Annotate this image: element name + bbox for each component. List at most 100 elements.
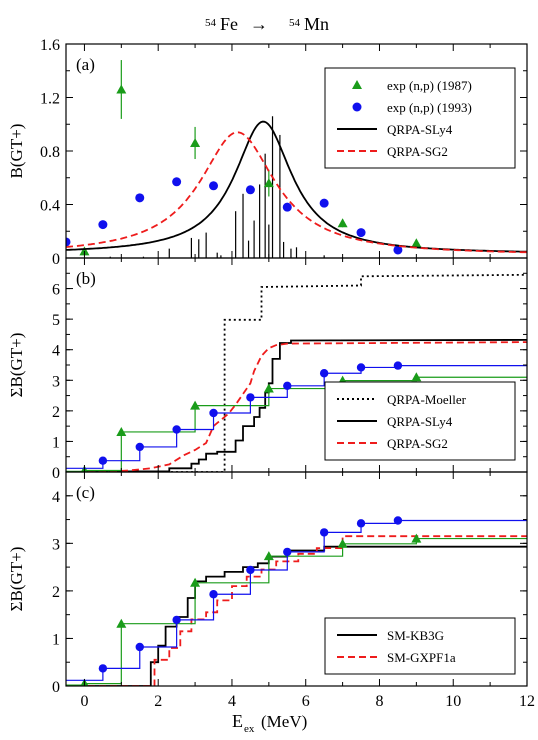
- y-tick-label: 2: [52, 584, 60, 601]
- panel-label: (b): [76, 269, 96, 288]
- data-point-1993: [66, 237, 71, 247]
- x-tick-label: 10: [445, 693, 461, 710]
- y-tick-label: 0: [52, 465, 60, 482]
- legend-label: exp (n,p) (1993): [387, 100, 472, 115]
- y-tick-label: 1: [52, 434, 60, 451]
- legend-label: QRPA-Moeller: [387, 392, 467, 407]
- title-mass-left: 54: [205, 17, 217, 29]
- exp-1993-marker: [319, 528, 329, 537]
- y-tick-label: 6: [52, 282, 60, 299]
- data-point-1993: [98, 220, 108, 230]
- data-point-1987: [79, 246, 90, 256]
- legend-marker: [352, 80, 362, 89]
- exp-1993-marker: [135, 442, 144, 452]
- x-tick-label: 6: [302, 693, 310, 710]
- exp-1993-marker: [319, 369, 329, 378]
- title-arrow: →: [250, 14, 268, 34]
- exp-1993-marker: [283, 381, 292, 390]
- plot-area: [66, 516, 527, 686]
- x-axis-label-main: E: [232, 711, 243, 731]
- exp-1993-marker: [356, 363, 366, 372]
- x-tick-label: 2: [154, 693, 162, 710]
- legend-label: SM-KB3G: [387, 628, 444, 643]
- y-axis-label: ΣB(GT+): [7, 333, 26, 398]
- exp-1993-marker: [209, 590, 218, 599]
- data-point-1993: [393, 245, 403, 255]
- exp-1993-marker: [209, 408, 218, 418]
- exp-1987-marker: [116, 618, 127, 628]
- series-line: [66, 120, 527, 253]
- data-point-1987: [263, 178, 274, 188]
- y-tick-label: 4: [52, 489, 60, 506]
- x-axis-label-sub: ex: [244, 723, 255, 735]
- exp-1993-marker: [283, 547, 292, 557]
- x-tick-label: 4: [228, 693, 236, 710]
- x-tick-label: 8: [375, 693, 383, 710]
- exp-1987-marker: [116, 426, 127, 436]
- panel-label: (c): [76, 483, 95, 502]
- exp-1993-marker: [135, 642, 144, 652]
- series-line: [66, 535, 527, 686]
- data-point-1993: [172, 177, 182, 187]
- y-tick-label: 3: [52, 373, 60, 390]
- exp-1993-marker: [98, 456, 108, 465]
- series-line: [66, 339, 527, 472]
- title-element-left: Fe: [220, 14, 238, 34]
- y-tick-label: 0: [52, 679, 60, 696]
- exp-1987-marker: [337, 538, 348, 548]
- data-point-1993: [245, 185, 255, 195]
- legend-label: SM-GXPF1a: [387, 650, 456, 665]
- x-tick-label: 0: [80, 693, 88, 710]
- y-axis-label: B(GT+): [7, 124, 26, 179]
- exp-1987-marker: [190, 400, 201, 410]
- plot-area: [66, 60, 527, 258]
- exp-1993-marker: [172, 425, 181, 434]
- legend-label: QRPA-SG2: [387, 144, 448, 159]
- legend-label: QRPA-SLy4: [387, 414, 453, 429]
- x-tick-label: 12: [519, 693, 535, 710]
- legend-marker: [352, 102, 362, 112]
- y-tick-label: 0.4: [40, 198, 60, 215]
- panel-b: 0 1 2 3 4 5 6 ΣB(GT+) (b) QRPA-Moeller QRPA-SLy4 QR…: [7, 257, 528, 482]
- exp-1987-marker: [190, 577, 201, 587]
- y-tick-label: 3: [52, 536, 60, 553]
- title-mass-right: 54: [289, 17, 301, 29]
- exp-1993-marker: [393, 361, 403, 370]
- data-point-1987: [116, 84, 127, 94]
- data-point-1993: [282, 202, 292, 212]
- data-point-1993: [209, 181, 219, 191]
- panel-a: 0 0.4 0.8 1.2 1.6 B(GT+) (a) exp (n,p) (1987) ex…: [7, 37, 528, 268]
- exp-1993-marker: [356, 519, 366, 528]
- exp-1987-marker: [263, 383, 274, 393]
- panel-label: (a): [76, 55, 95, 74]
- exp-1987-marker: [411, 372, 422, 382]
- data-point-1993: [319, 198, 329, 208]
- y-tick-label: 0.8: [40, 144, 60, 161]
- y-tick-label: 2: [52, 404, 60, 421]
- data-point-1987: [190, 137, 201, 147]
- exp-1987-marker: [411, 533, 422, 543]
- exp-1987-marker: [263, 551, 274, 561]
- exp-1993-marker: [246, 393, 255, 402]
- axes-frame: [65, 471, 528, 687]
- y-tick-label: 1.6: [40, 37, 60, 54]
- exp-1993-marker: [246, 565, 255, 575]
- y-tick-label: 1.2: [40, 91, 60, 108]
- series-line: [66, 131, 527, 254]
- y-tick-label: 5: [52, 312, 60, 329]
- x-axis-label-unit: (MeV): [261, 712, 307, 731]
- exp-step-line: [66, 376, 527, 472]
- data-point-1987: [337, 218, 348, 228]
- legend-box: [324, 617, 516, 675]
- data-point-1987: [411, 238, 422, 248]
- data-point-1993: [356, 228, 366, 238]
- legend-label: QRPA-SLy4: [387, 122, 453, 137]
- legend-label: QRPA-SG2: [387, 436, 448, 451]
- data-point-1993: [135, 193, 145, 203]
- y-tick-label: 4: [52, 343, 60, 360]
- exp-1993-marker: [98, 664, 108, 673]
- y-tick-label: 1: [52, 631, 60, 648]
- legend-label: exp (n,p) (1987): [387, 78, 472, 93]
